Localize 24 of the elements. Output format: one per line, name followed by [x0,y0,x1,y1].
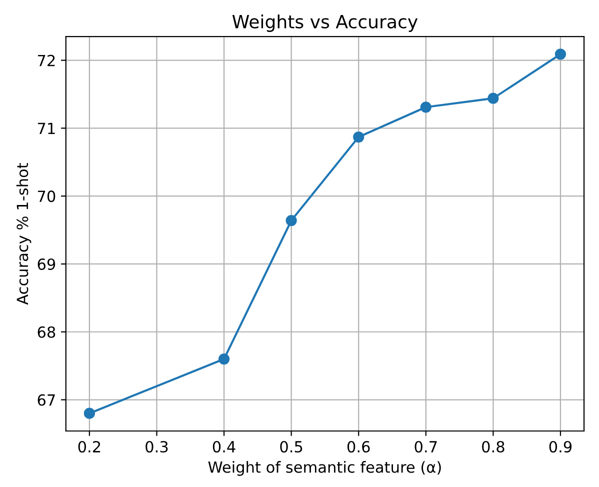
x-tick-label: 0.7 [414,440,437,453]
point [84,408,95,419]
point [488,92,499,104]
y-tick-label: 68 [38,326,56,338]
x-axis-title: Weight of semantic feature (α) [208,461,441,476]
y-tick-label: 71 [38,122,55,134]
x-tick-label: 0.2 [78,440,100,453]
x-tick-label: 0.3 [146,440,168,453]
x-tick-label: 0.4 [212,440,236,453]
point [353,131,364,143]
point [554,48,566,60]
x-tick-label: 0.8 [482,440,504,453]
x-tick-label: 0.6 [347,440,370,453]
y-tick-label: 67 [38,394,55,406]
y-tick-label: 69 [38,258,56,270]
point [218,353,230,365]
x-tick-label: 0.9 [549,440,572,453]
x-tick-label: 0.5 [280,440,302,453]
chart-title: Weights vs Accuracy [232,14,418,32]
y-axis-title: Accuracy % 1-shot [16,163,32,305]
y-tick-label: 72 [38,54,55,66]
y-tick-label: 70 [38,190,56,202]
point [286,214,297,226]
point [420,102,432,113]
